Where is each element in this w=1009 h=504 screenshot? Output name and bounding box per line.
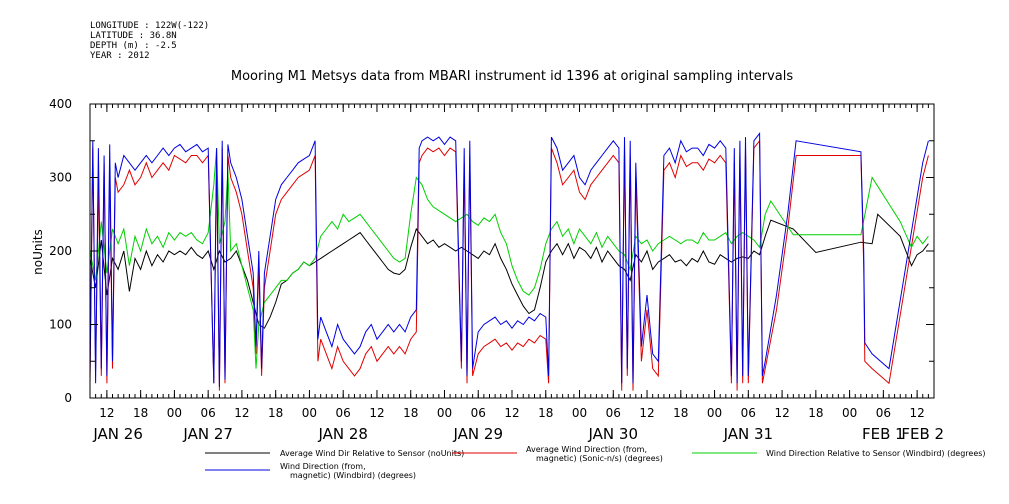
- x-tick-label: 12: [234, 406, 249, 420]
- legend-label-1: Average Wind Dir Relative to Sensor (noU…: [280, 449, 464, 458]
- x-tick-label: 00: [572, 406, 587, 420]
- x-date-label: FEB 1: [862, 425, 905, 443]
- legend-label-2: Average Wind Direction (from,: [526, 445, 647, 454]
- depth-text: DEPTH (m) : -2.5: [90, 41, 177, 51]
- x-tick-label: 12: [99, 406, 114, 420]
- legend-label-3: Wind Direction Relative to Sensor (Windb…: [766, 449, 986, 458]
- x-date-label: JAN 29: [452, 425, 503, 443]
- x-date-label: JAN 27: [182, 425, 233, 443]
- x-tick-label: 06: [471, 406, 486, 420]
- series-line-2: [89, 139, 929, 391]
- legend-label-4: magnetic) (Windbird) (degrees): [290, 471, 416, 480]
- y-axis-label: noUnits: [31, 229, 45, 275]
- legend-label-4: Wind Direction (from,: [280, 462, 366, 471]
- x-date-label: JAN 28: [317, 425, 368, 443]
- series-line-4: [89, 131, 929, 388]
- x-tick-label: 18: [133, 406, 148, 420]
- legend-label-2: magnetic) (Sonic-n/s) (degrees): [536, 454, 663, 463]
- x-tick-label: 18: [673, 406, 688, 420]
- y-tick-label: 0: [64, 391, 72, 405]
- latitude-text: LATITUDE : 36.8N: [90, 31, 177, 41]
- x-date-label: JAN 31: [723, 425, 774, 443]
- x-tick-label: 18: [538, 406, 553, 420]
- x-tick-label: 00: [167, 406, 182, 420]
- year-text: YEAR : 2012: [90, 51, 150, 61]
- metadata-block: LONGITUDE : 122W(-122) LATITUDE : 36.8N …: [90, 21, 209, 61]
- x-tick-label: 12: [774, 406, 789, 420]
- x-tick-label: 00: [707, 406, 722, 420]
- x-tick-label: 12: [369, 406, 384, 420]
- series-line-3: [89, 148, 929, 369]
- axes: 0 100 200 300 400 12 18 00 06 12 18 00 06 12 18 00 06 12 1…: [49, 97, 944, 443]
- x-tick-label: 00: [302, 406, 317, 420]
- x-tick-label: 12: [504, 406, 519, 420]
- longitude-text: LONGITUDE : 122W(-122): [90, 21, 210, 31]
- y-tick-label: 200: [49, 244, 72, 258]
- x-tick-label: 00: [842, 406, 857, 420]
- x-date-label: JAN 26: [92, 425, 143, 443]
- x-date-label: JAN 30: [588, 425, 639, 443]
- plot-area: [89, 131, 929, 391]
- x-tick-label: 12: [639, 406, 654, 420]
- y-tick-label: 400: [49, 97, 72, 111]
- x-tick-label: 18: [808, 406, 823, 420]
- legend: Average Wind Dir Relative to Sensor (noU…: [205, 445, 986, 480]
- chart-title: Mooring M1 Metsys data from MBARI instru…: [231, 69, 793, 84]
- x-date-label: FEB 2: [901, 425, 944, 443]
- x-tick-label: 12: [909, 406, 924, 420]
- y-tick-label: 100: [49, 318, 72, 332]
- x-tick-label: 06: [606, 406, 621, 420]
- x-tick-label: 06: [201, 406, 216, 420]
- x-tick-label: 06: [876, 406, 891, 420]
- x-tick-label: 06: [336, 406, 351, 420]
- y-tick-label: 300: [49, 171, 72, 185]
- x-tick-label: 18: [403, 406, 418, 420]
- x-tick-label: 18: [268, 406, 283, 420]
- x-tick-label: 06: [741, 406, 756, 420]
- x-tick-label: 00: [437, 406, 452, 420]
